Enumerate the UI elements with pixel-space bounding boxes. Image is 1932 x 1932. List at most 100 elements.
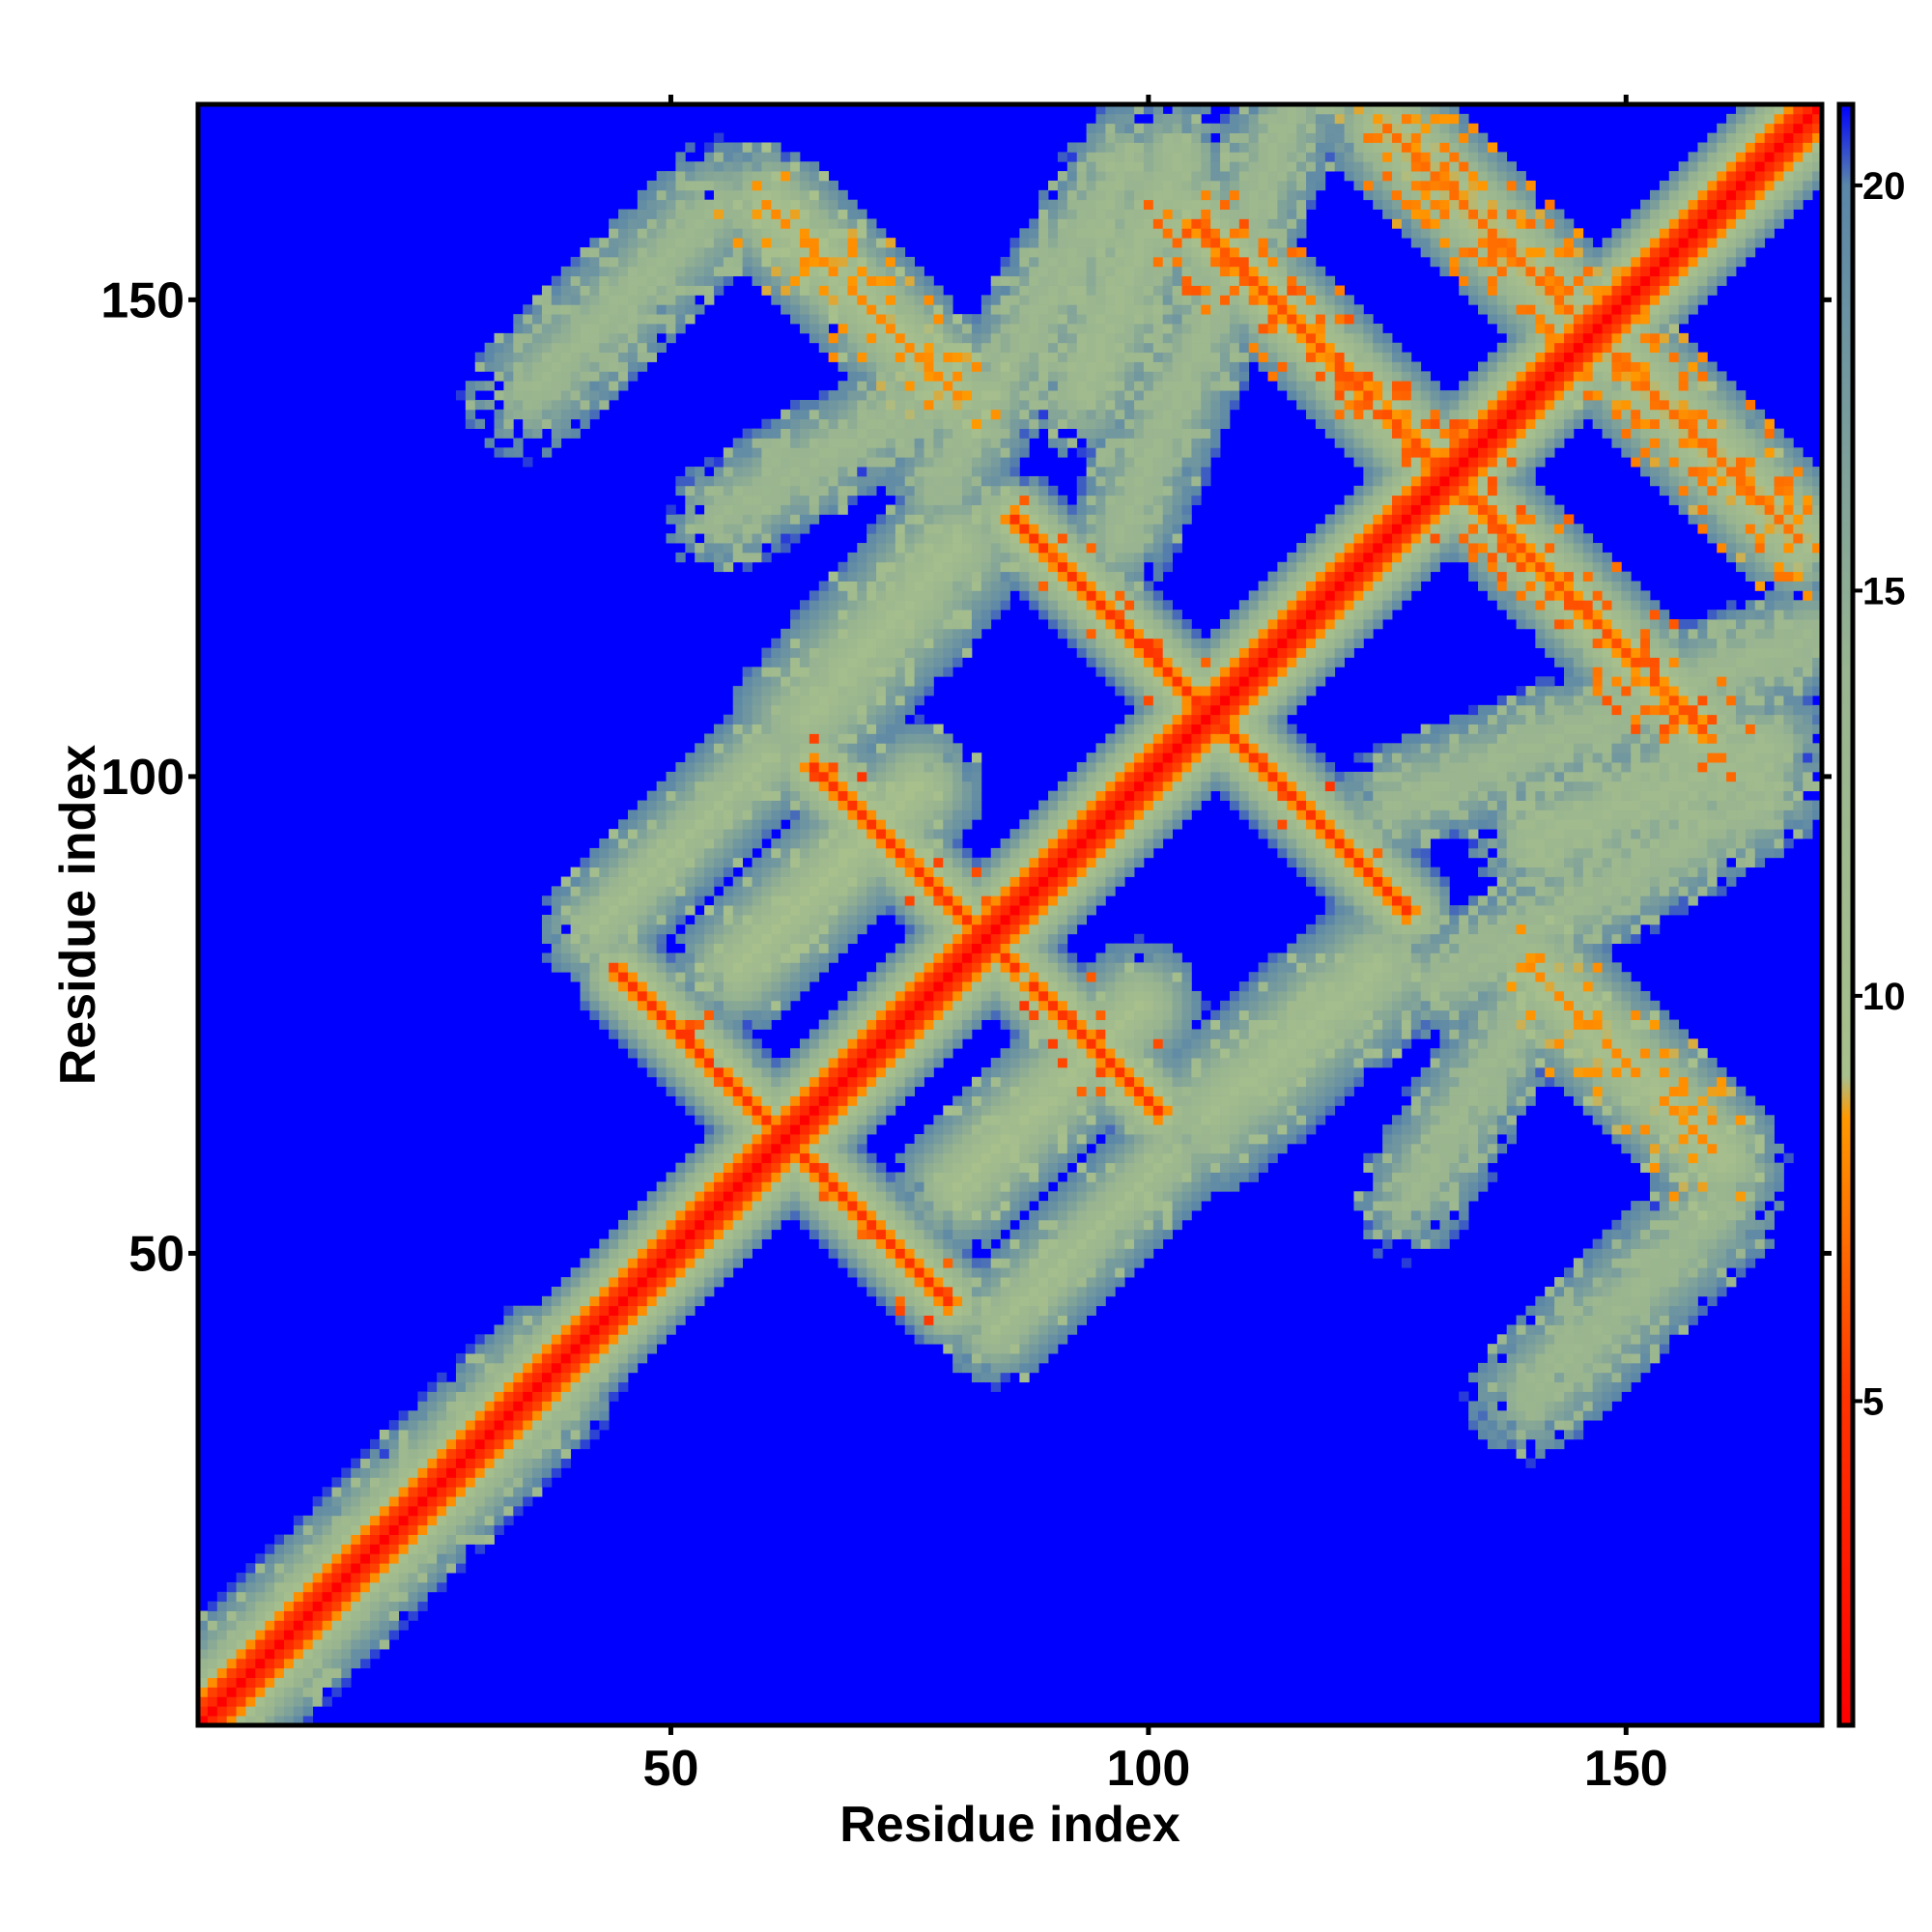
- heatmap-cell: [1076, 1295, 1088, 1307]
- heatmap-cell: [388, 1563, 400, 1574]
- heatmap-cell: [1019, 1134, 1030, 1145]
- heatmap-cell: [1267, 952, 1278, 963]
- heatmap-cell: [1019, 1277, 1030, 1288]
- heatmap-cell: [752, 1115, 762, 1125]
- heatmap-cell: [867, 1058, 877, 1068]
- heatmap-cell: [1009, 990, 1020, 1002]
- heatmap-cell: [627, 1267, 639, 1278]
- heatmap-cell: [1573, 933, 1584, 945]
- heatmap-cell: [1000, 1258, 1010, 1268]
- heatmap-cell: [1238, 1048, 1250, 1059]
- heatmap-cell: [809, 1115, 820, 1125]
- heatmap-cell: [1392, 1162, 1403, 1173]
- heatmap-cell: [732, 1229, 744, 1239]
- heatmap-cell: [599, 1267, 610, 1278]
- heatmap-cell: [408, 1496, 418, 1507]
- heatmap-cell: [1707, 1219, 1718, 1231]
- heatmap-cell: [1506, 1009, 1517, 1020]
- heatmap-cell: [1115, 943, 1125, 953]
- heatmap-cell: [1487, 923, 1498, 935]
- heatmap-cell: [876, 1248, 887, 1259]
- heatmap-cell: [1086, 1258, 1096, 1268]
- heatmap-cell: [923, 990, 934, 1002]
- heatmap-cell: [245, 1639, 256, 1650]
- heatmap-cell: [1334, 1066, 1345, 1078]
- heatmap-cell: [1516, 1066, 1526, 1078]
- heatmap-cell: [1573, 1305, 1584, 1316]
- heatmap-cell: [1162, 1143, 1173, 1154]
- heatmap-cell: [675, 1315, 686, 1325]
- heatmap-cell: [885, 1229, 896, 1239]
- heatmap-cell: [1181, 1086, 1192, 1096]
- heatmap-cell: [427, 1381, 438, 1392]
- heatmap-cell: [761, 1219, 772, 1231]
- heatmap-cell: [1124, 1019, 1135, 1030]
- heatmap-cell: [1516, 923, 1526, 935]
- heatmap-cell: [1258, 1009, 1268, 1020]
- heatmap-cell: [302, 1639, 314, 1650]
- heatmap-cell: [713, 1209, 724, 1221]
- heatmap-cell: [799, 962, 810, 973]
- heatmap-cell: [904, 905, 916, 916]
- heatmap-cell: [570, 1324, 581, 1335]
- heatmap-cell: [1420, 915, 1431, 925]
- heatmap-cell: [523, 1477, 533, 1488]
- heatmap-cell: [838, 1134, 848, 1145]
- heatmap-cell: [914, 905, 924, 916]
- heatmap-cell: [1554, 933, 1565, 945]
- heatmap-cell: [1324, 972, 1336, 982]
- heatmap-cell: [685, 1105, 696, 1116]
- heatmap-cell: [274, 1687, 285, 1697]
- heatmap-cell: [809, 1134, 820, 1145]
- heatmap-cell: [551, 1448, 562, 1460]
- heatmap-cell: [809, 1229, 820, 1239]
- heatmap-cell: [685, 923, 696, 935]
- heatmap-cell: [732, 1201, 744, 1211]
- heatmap-cell: [1287, 1000, 1297, 1011]
- heatmap-cell: [980, 1258, 992, 1268]
- heatmap-cell: [1439, 923, 1450, 935]
- heatmap-cell: [417, 1534, 428, 1545]
- heatmap-cell: [838, 923, 848, 935]
- heatmap-cell: [1191, 1124, 1202, 1135]
- heatmap-cell: [1344, 905, 1354, 916]
- heatmap-cell: [293, 1677, 304, 1688]
- heatmap-cell: [1210, 1095, 1221, 1106]
- heatmap-cell: [943, 923, 953, 935]
- heatmap-cell: [637, 1305, 648, 1316]
- heatmap-cell: [1611, 1238, 1622, 1249]
- heatmap-cell: [1468, 933, 1479, 945]
- heatmap-cell: [1296, 981, 1307, 992]
- heatmap-cell: [828, 1201, 838, 1211]
- heatmap-cell: [1306, 1086, 1317, 1096]
- heatmap-cell: [790, 1162, 801, 1173]
- heatmap-cell: [1095, 1286, 1106, 1297]
- heatmap-cell: [1439, 1143, 1450, 1154]
- heatmap-cell: [761, 1000, 772, 1011]
- heatmap-cell: [627, 990, 639, 1002]
- heatmap-cell: [1086, 1066, 1096, 1078]
- heatmap-cell: [1621, 1076, 1632, 1088]
- heatmap-cell: [1478, 1381, 1489, 1392]
- heatmap-cell: [570, 1420, 581, 1431]
- heatmap-cell: [828, 1229, 838, 1239]
- heatmap-cell: [1315, 972, 1326, 982]
- heatmap-cell: [695, 1267, 705, 1278]
- heatmap-cell: [1076, 1095, 1088, 1106]
- heatmap-cell: [1029, 1295, 1039, 1307]
- heatmap-cell: [1162, 972, 1173, 982]
- heatmap-cell: [236, 1696, 246, 1707]
- heatmap-cell: [1650, 1162, 1661, 1173]
- heatmap-cell: [828, 915, 838, 925]
- heatmap-cell: [675, 1048, 686, 1059]
- heatmap-cell: [417, 1553, 428, 1564]
- heatmap-cell: [484, 1410, 495, 1421]
- heatmap-cell: [771, 915, 781, 925]
- heatmap-cell: [1430, 905, 1440, 916]
- heatmap-cell: [1115, 1124, 1125, 1135]
- heatmap-cell: [427, 1448, 438, 1460]
- heatmap-cell: [1535, 981, 1546, 992]
- heatmap-cell: [1363, 1058, 1374, 1068]
- heatmap-cell: [761, 1019, 772, 1030]
- heatmap-cell: [761, 1058, 772, 1068]
